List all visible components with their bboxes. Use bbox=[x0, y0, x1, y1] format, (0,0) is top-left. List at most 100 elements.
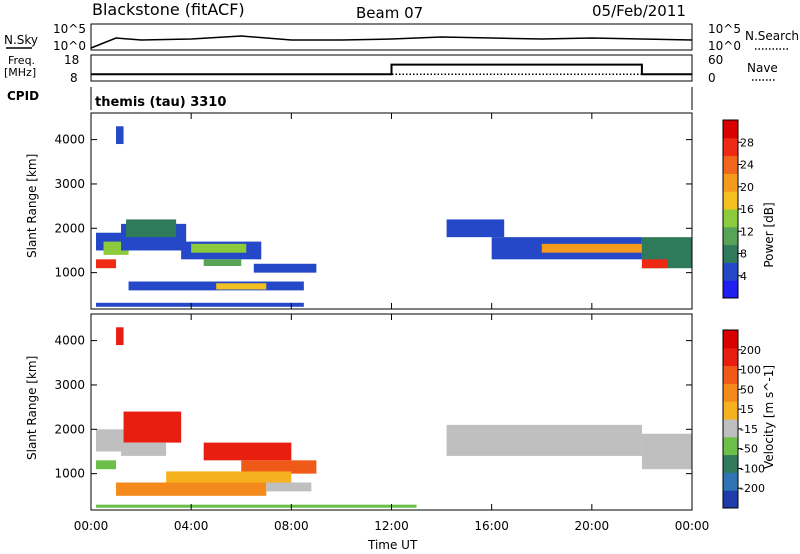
velocity-colorbar-cell bbox=[723, 365, 738, 384]
power-colorbar-cell bbox=[723, 191, 738, 210]
velocity-colorbar-cell bbox=[723, 436, 738, 456]
velocity-ytick-label: 2000 bbox=[54, 422, 85, 436]
power-ytick-label: 4000 bbox=[54, 133, 85, 147]
velocity-data bbox=[96, 327, 692, 508]
velocity-echo-region bbox=[241, 460, 317, 474]
station-title: Blackstone (fitACF) bbox=[92, 0, 245, 19]
power-colorbar-cell bbox=[723, 209, 738, 228]
velocity-colorbar-label: -200 bbox=[740, 482, 765, 495]
velocity-echo-region bbox=[96, 504, 417, 508]
power-colorbar-label: Power [dB] bbox=[762, 202, 776, 267]
velocity-colorbar-label: 15 bbox=[740, 403, 754, 416]
nave-tick-top: 60 bbox=[708, 53, 723, 67]
power-echo-region bbox=[216, 283, 267, 290]
power-colorbar-cell bbox=[723, 173, 738, 192]
power-colorbar-label: 24 bbox=[740, 159, 754, 172]
x-tick-label: 12:00 bbox=[374, 519, 409, 533]
power-echo-region bbox=[126, 219, 177, 238]
power-colorbar-cell bbox=[723, 120, 738, 139]
cpid-program: themis (tau) 3310 bbox=[95, 95, 226, 110]
velocity-colorbar-cell bbox=[723, 330, 738, 349]
power-echo-region bbox=[96, 302, 304, 307]
velocity-colorbar: -200 -100 -50 -15 15 50 100 200 bbox=[722, 329, 765, 509]
x-tick-label: 00:00 bbox=[74, 519, 109, 533]
nsky-series-line bbox=[90, 35, 693, 49]
x-tick-label: 20:00 bbox=[575, 519, 610, 533]
freq-unit: [MHz] bbox=[4, 66, 36, 79]
velocity-echo-region bbox=[266, 482, 312, 492]
power-colorbar-cell bbox=[723, 244, 738, 263]
velocity-echo-region bbox=[121, 442, 167, 456]
power-echo-region bbox=[203, 259, 242, 266]
power-ytick-label: 2000 bbox=[54, 221, 85, 235]
freq-tick-top: 18 bbox=[64, 53, 79, 67]
power-data bbox=[96, 126, 692, 307]
velocity-y-axis: 1000 2000 3000 4000 bbox=[54, 334, 692, 481]
velocity-echo-region bbox=[166, 471, 292, 483]
velocity-echo-region bbox=[116, 482, 267, 496]
velocity-colorbar-cell bbox=[723, 383, 738, 402]
power-echo-region bbox=[641, 259, 667, 269]
power-colorbar-label: 12 bbox=[740, 225, 754, 238]
freq-label: Freq. bbox=[8, 54, 35, 67]
power-colorbar-cell bbox=[723, 280, 738, 299]
freq-tick-bottom: 8 bbox=[70, 71, 78, 85]
velocity-echo-region bbox=[123, 411, 182, 443]
power-colorbar-cell bbox=[723, 226, 738, 246]
x-tick-label: 08:00 bbox=[274, 519, 309, 533]
freq-panel-frame bbox=[90, 54, 693, 82]
velocity-colorbar-cell bbox=[723, 490, 738, 509]
velocity-echo-region bbox=[446, 424, 642, 456]
velocity-colorbar-cell bbox=[723, 419, 738, 438]
nave-label: Nave bbox=[747, 61, 778, 75]
velocity-echo-region bbox=[96, 429, 124, 452]
freq-series-0 bbox=[91, 63, 692, 76]
velocity-colorbar-cell bbox=[723, 401, 738, 420]
power-ytick-label: 3000 bbox=[54, 177, 85, 191]
nsearch-tick-top: 10^5 bbox=[708, 22, 741, 36]
x-axis-title: Time UT bbox=[367, 538, 418, 552]
power-colorbar-label: 20 bbox=[740, 181, 754, 194]
power-echo-region bbox=[96, 259, 117, 269]
power-colorbar-cell bbox=[723, 137, 738, 157]
nsearch-tick-bottom: 10^0 bbox=[708, 39, 741, 53]
date-title: 05/Feb/2011 bbox=[592, 2, 686, 20]
power-y-axis: 1000 2000 3000 4000 bbox=[54, 133, 692, 280]
power-echo-region bbox=[541, 243, 642, 253]
velocity-colorbar-cell bbox=[723, 347, 738, 367]
nave-tick-bottom: 0 bbox=[708, 71, 716, 85]
power-echo-region bbox=[446, 219, 505, 238]
velocity-colorbar-label: 50 bbox=[740, 383, 754, 396]
nsearch-label: N.Search bbox=[745, 29, 799, 43]
velocity-echo-region bbox=[96, 460, 117, 470]
x-tick-label: 00:00 bbox=[675, 519, 710, 533]
x-tick-label: 16:00 bbox=[474, 519, 509, 533]
velocity-ytick-label: 4000 bbox=[54, 334, 85, 348]
velocity-colorbar-label: 200 bbox=[740, 344, 761, 357]
velocity-colorbar-label: -50 bbox=[740, 443, 758, 456]
velocity-echo-region bbox=[203, 442, 292, 461]
velocity-colorbar-label: -15 bbox=[740, 423, 758, 436]
velocity-colorbar-frame bbox=[722, 329, 739, 509]
power-echo-region bbox=[191, 243, 247, 253]
nsky-trace bbox=[90, 35, 693, 49]
velocity-colorbar-label: -100 bbox=[740, 462, 765, 475]
freq-trace bbox=[91, 63, 692, 76]
velocity-echo-region bbox=[116, 327, 124, 346]
power-colorbar-label: 28 bbox=[740, 136, 754, 149]
velocity-colorbar-cell bbox=[723, 472, 738, 491]
nsky-label: N.Sky bbox=[4, 33, 38, 47]
nsky-panel-frame bbox=[90, 23, 693, 51]
power-echo-region bbox=[253, 263, 317, 273]
nsky-tick-top: 10^5 bbox=[53, 22, 86, 36]
beam-title: Beam 07 bbox=[356, 4, 423, 22]
power-colorbar-label: 8 bbox=[740, 248, 747, 261]
power-panel-bg bbox=[91, 113, 692, 309]
velocity-colorbar-cell bbox=[723, 454, 738, 473]
power-colorbar-cell bbox=[723, 155, 738, 174]
velocity-ytick-label: 3000 bbox=[54, 378, 85, 392]
velocity-ytick-label: 1000 bbox=[54, 467, 85, 481]
x-tick-label: 04:00 bbox=[174, 519, 209, 533]
cpid-label: CPID bbox=[7, 89, 39, 103]
